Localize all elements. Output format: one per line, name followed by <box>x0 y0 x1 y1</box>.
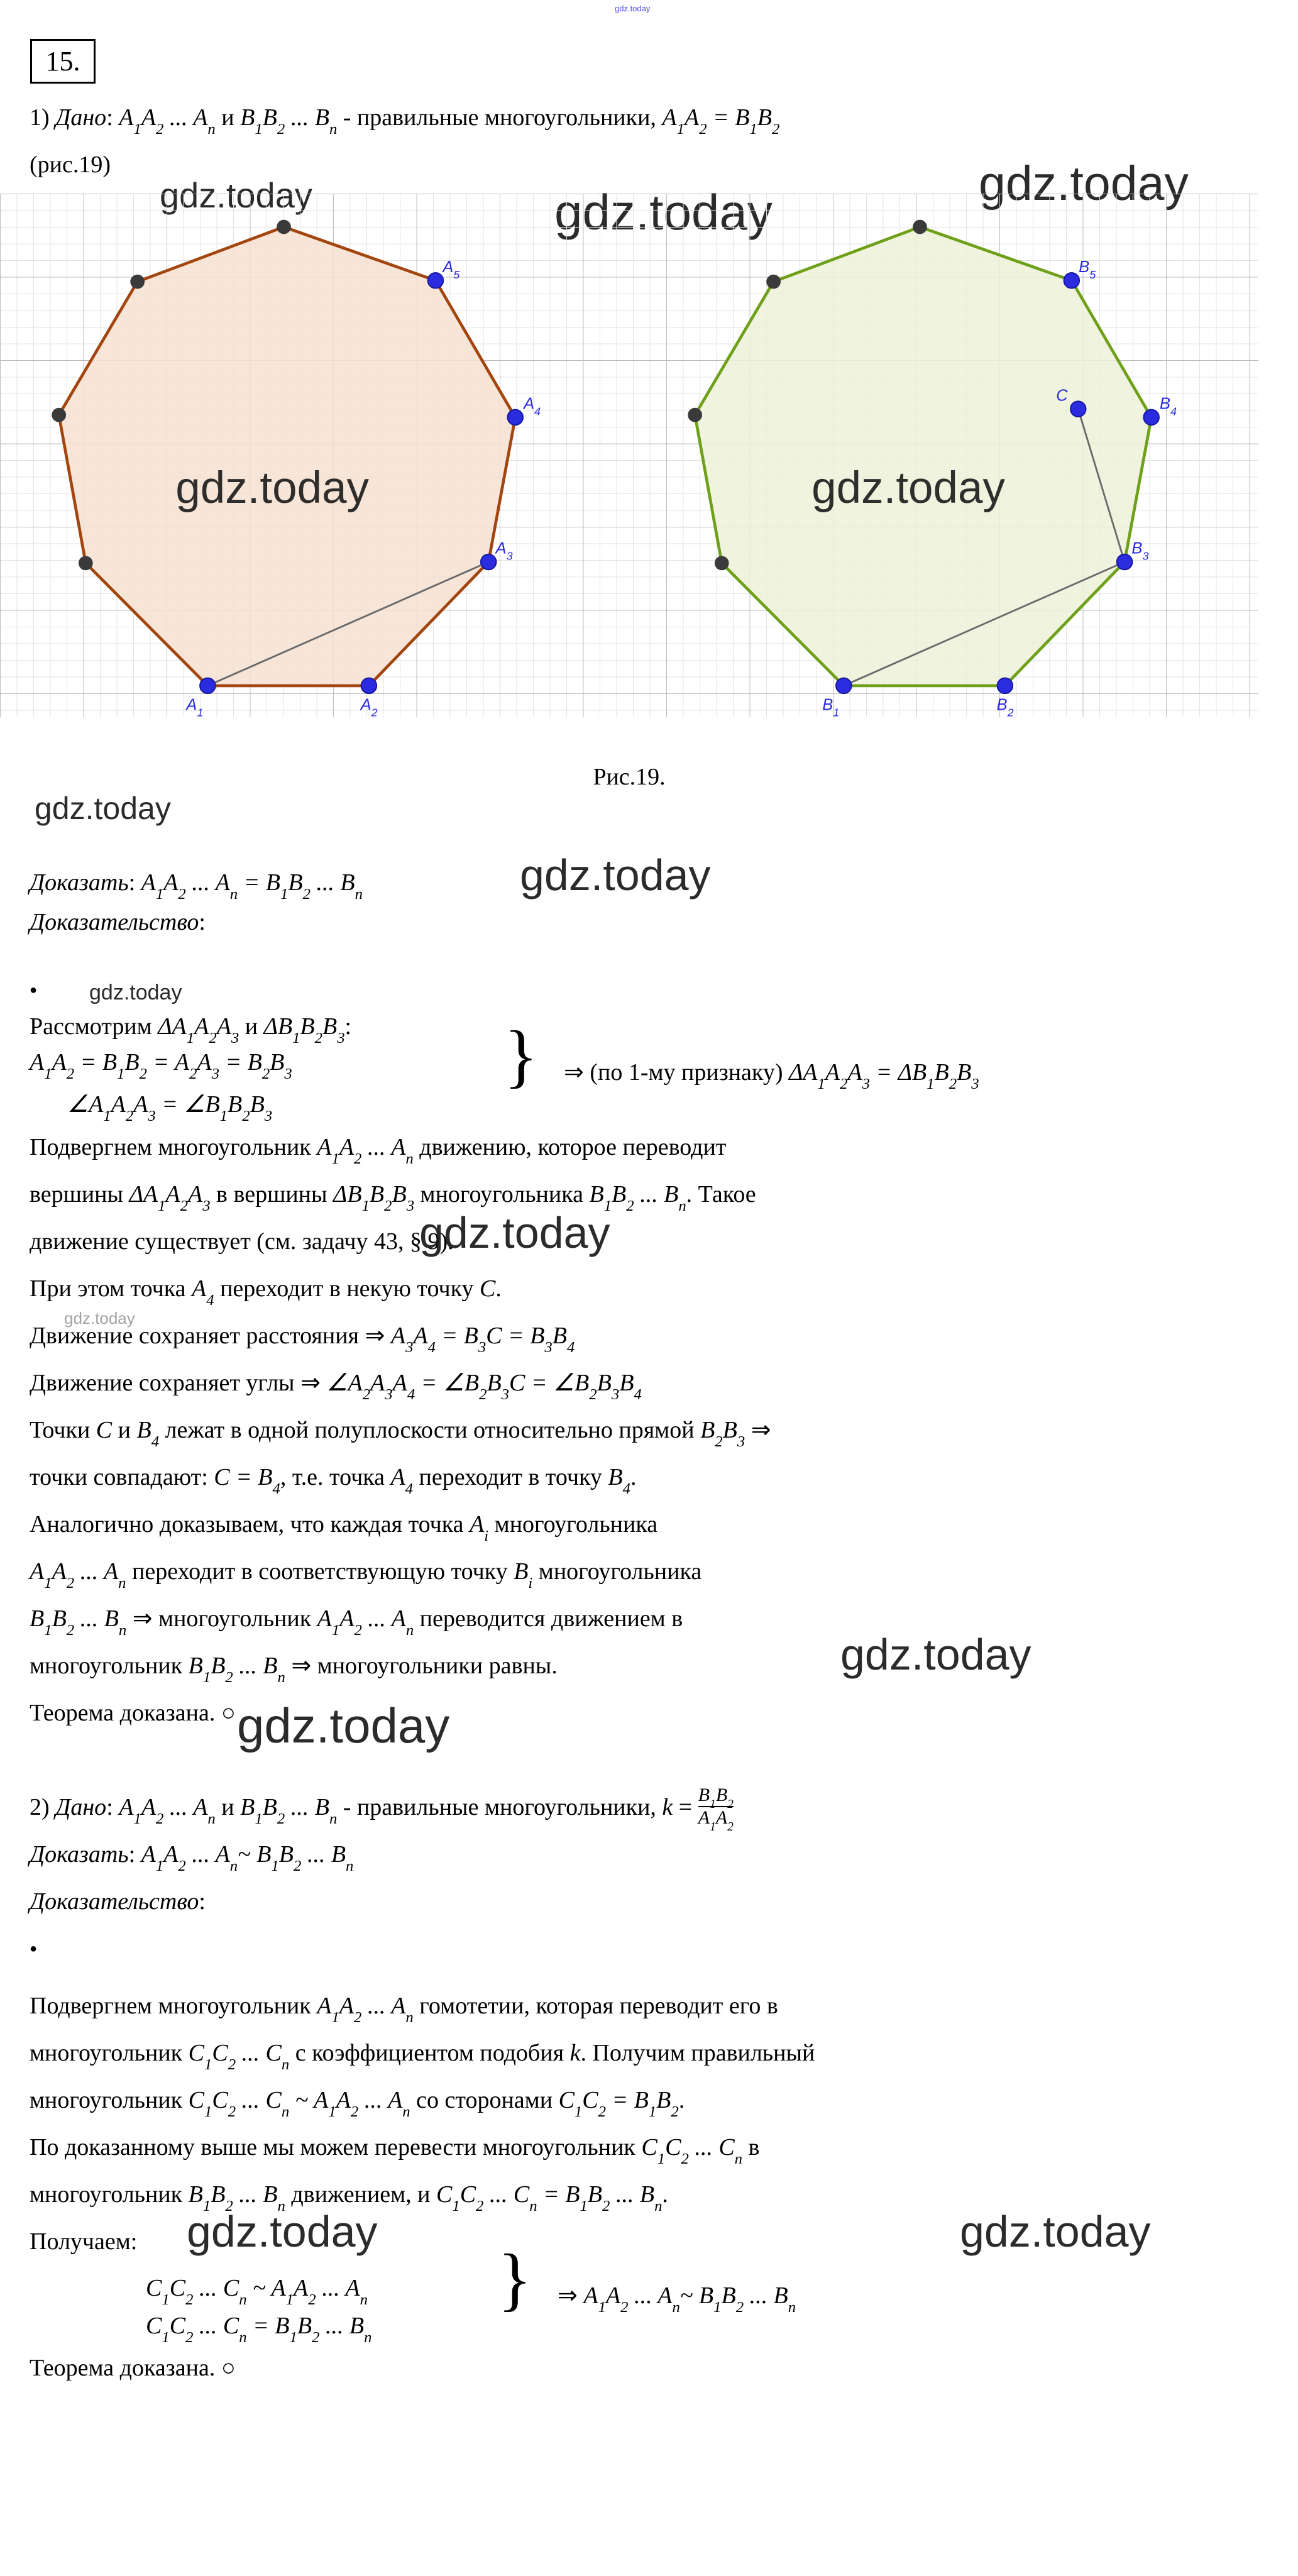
svg-text:B3: B3 <box>1131 540 1148 563</box>
svg-text:B4: B4 <box>1160 395 1177 418</box>
svg-text:B1: B1 <box>822 696 839 717</box>
svg-text:A4: A4 <box>522 395 541 418</box>
svg-text:gdz.today: gdz.today <box>811 463 1005 513</box>
svg-text:A1: A1 <box>185 696 203 717</box>
svg-text:gdz.today: gdz.today <box>175 463 369 513</box>
svg-text:C: C <box>1056 387 1068 404</box>
svg-text:A3: A3 <box>495 540 513 563</box>
svg-text:A2: A2 <box>360 696 378 717</box>
svg-text:A5: A5 <box>441 258 460 281</box>
svg-text:B5: B5 <box>1079 258 1096 281</box>
svg-text:B2: B2 <box>997 696 1014 717</box>
